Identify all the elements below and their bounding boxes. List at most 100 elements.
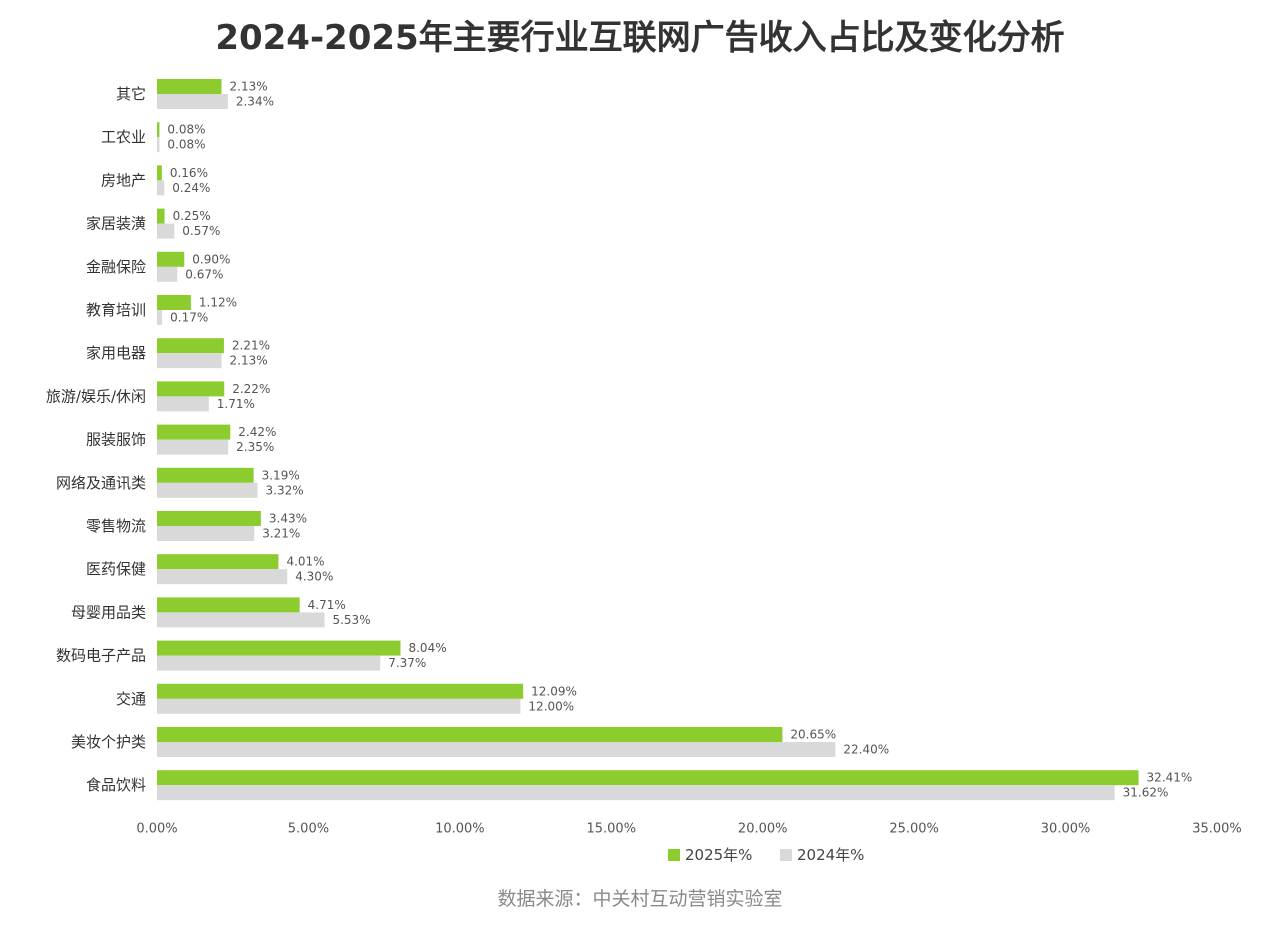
data-label-2024: 31.62%	[1123, 786, 1169, 800]
data-label-2025: 3.43%	[269, 512, 307, 526]
bar-2025	[157, 683, 524, 699]
bar-2024	[157, 396, 209, 412]
bar-2024	[157, 785, 1115, 801]
data-label-2024: 12.00%	[528, 699, 574, 713]
category-label: 交通	[116, 690, 146, 708]
chart-title: 2024-2025年主要行业互联网广告收入占比及变化分析	[215, 18, 1065, 58]
data-label-2025: 4.71%	[308, 598, 346, 612]
data-label-2025: 4.01%	[286, 555, 324, 569]
bar-2024	[157, 310, 163, 325]
x-tick-label: 5.00%	[288, 822, 329, 837]
category-label: 美妆个护类	[71, 733, 146, 751]
data-label-2024: 0.08%	[167, 138, 205, 152]
bar-2025	[157, 467, 254, 483]
data-label-2024: 4.30%	[295, 570, 333, 584]
data-label-2024: 22.40%	[843, 743, 889, 757]
bar-2024	[157, 439, 229, 455]
bar-2024	[157, 526, 255, 541]
category-label: 旅游/娱乐/休闲	[46, 387, 146, 405]
data-label-2024: 5.53%	[332, 613, 370, 627]
bar-2024	[157, 482, 258, 498]
data-label-2024: 1.71%	[217, 397, 255, 411]
data-label-2025: 2.22%	[232, 382, 270, 396]
category-label: 教育培训	[86, 301, 146, 319]
bar-2024	[157, 698, 521, 714]
data-label-2024: 0.17%	[170, 311, 208, 325]
data-label-2024: 3.32%	[266, 483, 304, 497]
data-label-2024: 2.34%	[236, 95, 274, 109]
x-tick-label: 15.00%	[586, 822, 636, 837]
category-label: 数码电子产品	[56, 647, 146, 665]
bar-2024	[157, 137, 160, 153]
bar-2024	[157, 612, 325, 628]
legend-swatch-2024	[780, 849, 792, 861]
data-label-2024: 0.57%	[182, 224, 220, 238]
category-label: 网络及通讯类	[56, 474, 146, 492]
category-label: 母婴用品类	[71, 603, 146, 621]
bar-2025	[157, 295, 191, 310]
source-note: 数据来源：中关村互动营销实验室	[497, 888, 783, 910]
category-label: 其它	[116, 85, 146, 103]
data-label-2025: 0.08%	[167, 123, 205, 137]
bar-2025	[157, 770, 1139, 786]
bar-2025	[157, 554, 279, 570]
category-label: 金融保险	[86, 258, 146, 276]
data-label-2025: 3.19%	[262, 468, 300, 482]
x-tick-label: 35.00%	[1192, 822, 1242, 837]
bar-2024	[157, 266, 178, 282]
data-label-2024: 3.21%	[262, 527, 300, 541]
data-label-2025: 2.13%	[230, 80, 268, 94]
bar-2024	[157, 180, 165, 196]
bar-2025	[157, 511, 261, 526]
bar-2025	[157, 727, 783, 742]
data-label-2024: 2.35%	[236, 440, 274, 454]
data-label-2025: 32.41%	[1147, 771, 1193, 785]
bar-2024	[157, 742, 836, 757]
bar-2024	[157, 94, 228, 109]
category-label: 房地产	[101, 171, 146, 189]
category-label: 家用电器	[86, 344, 146, 362]
bar-2024	[157, 223, 175, 239]
x-tick-label: 20.00%	[738, 822, 788, 837]
data-label-2025: 12.09%	[531, 684, 577, 698]
x-tick-label: 10.00%	[435, 822, 485, 837]
data-label-2025: 8.04%	[408, 641, 446, 655]
category-label: 家居装潢	[86, 215, 146, 233]
bar-2025	[157, 122, 160, 138]
bar-2025	[157, 597, 300, 613]
category-label: 零售物流	[86, 517, 146, 535]
data-label-2025: 1.12%	[199, 296, 237, 310]
x-tick-label: 0.00%	[136, 822, 177, 837]
category-label: 食品饮料	[86, 776, 146, 794]
bar-2025	[157, 79, 222, 94]
data-label-2025: 0.25%	[173, 209, 211, 223]
bar-2025	[157, 251, 185, 267]
category-label: 服装服饰	[86, 431, 146, 449]
bar-2025	[157, 424, 231, 440]
bar-2024	[157, 353, 222, 369]
data-label-2024: 2.13%	[230, 354, 268, 368]
data-label-2025: 0.16%	[170, 166, 208, 180]
data-label-2025: 2.21%	[232, 339, 270, 353]
legend-swatch-2025	[668, 849, 680, 861]
data-label-2025: 0.90%	[192, 252, 230, 266]
data-label-2024: 7.37%	[388, 656, 426, 670]
data-label-2025: 20.65%	[790, 728, 836, 742]
bar-2024	[157, 655, 381, 671]
data-label-2024: 0.67%	[185, 267, 223, 281]
bar-2025	[157, 165, 162, 181]
bar-2025	[157, 338, 224, 354]
x-tick-label: 25.00%	[889, 822, 939, 837]
bar-2025	[157, 381, 225, 397]
bar-2024	[157, 569, 288, 585]
x-tick-label: 30.00%	[1041, 822, 1091, 837]
category-label: 工农业	[101, 128, 146, 146]
bar-2025	[157, 208, 165, 224]
legend-label-2025: 2025年%	[685, 846, 752, 864]
data-label-2025: 2.42%	[238, 425, 276, 439]
bar-2025	[157, 640, 401, 656]
legend-label-2024: 2024年%	[797, 846, 864, 864]
data-label-2024: 0.24%	[172, 181, 210, 195]
category-label: 医药保健	[86, 560, 146, 578]
